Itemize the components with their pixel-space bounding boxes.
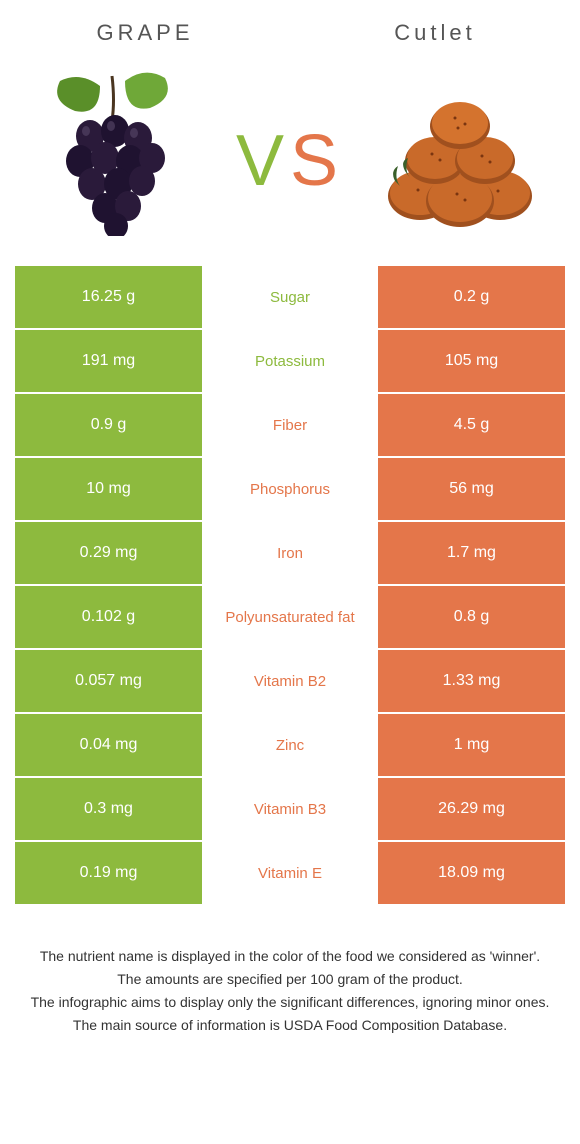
table-row: 0.057 mgVitamin B21.33 mg bbox=[15, 650, 565, 712]
nutrient-label-cell: Potassium bbox=[202, 330, 378, 392]
left-value-cell: 0.057 mg bbox=[15, 650, 202, 712]
right-value-cell: 4.5 g bbox=[378, 394, 565, 456]
header: GRAPE Cutlet bbox=[0, 0, 580, 56]
right-food-title: Cutlet bbox=[290, 20, 580, 46]
nutrient-label-cell: Vitamin B3 bbox=[202, 778, 378, 840]
left-value-cell: 0.04 mg bbox=[15, 714, 202, 776]
footer-line-3: The infographic aims to display only the… bbox=[30, 992, 550, 1013]
left-value-cell: 10 mg bbox=[15, 458, 202, 520]
nutrient-label-cell: Phosphorus bbox=[202, 458, 378, 520]
nutrient-label-cell: Polyunsaturated fat bbox=[202, 586, 378, 648]
footer-notes: The nutrient name is displayed in the co… bbox=[0, 906, 580, 1058]
table-row: 0.04 mgZinc1 mg bbox=[15, 714, 565, 776]
footer-line-4: The main source of information is USDA F… bbox=[30, 1015, 550, 1036]
cutlet-icon bbox=[370, 66, 550, 236]
vs-label: VS bbox=[236, 120, 344, 202]
right-value-cell: 26.29 mg bbox=[378, 778, 565, 840]
nutrient-label-cell: Sugar bbox=[202, 266, 378, 328]
table-row: 16.25 gSugar0.2 g bbox=[15, 266, 565, 328]
left-value-cell: 0.102 g bbox=[15, 586, 202, 648]
nutrient-label-cell: Fiber bbox=[202, 394, 378, 456]
table-row: 191 mgPotassium105 mg bbox=[15, 330, 565, 392]
table-row: 0.29 mgIron1.7 mg bbox=[15, 522, 565, 584]
footer-line-2: The amounts are specified per 100 gram o… bbox=[30, 969, 550, 990]
left-value-cell: 191 mg bbox=[15, 330, 202, 392]
grape-image bbox=[30, 66, 210, 236]
right-value-cell: 1 mg bbox=[378, 714, 565, 776]
table-row: 0.9 gFiber4.5 g bbox=[15, 394, 565, 456]
right-value-cell: 1.33 mg bbox=[378, 650, 565, 712]
left-value-cell: 0.3 mg bbox=[15, 778, 202, 840]
left-value-cell: 0.9 g bbox=[15, 394, 202, 456]
left-food-title: GRAPE bbox=[0, 20, 290, 46]
table-row: 0.19 mgVitamin E18.09 mg bbox=[15, 842, 565, 904]
left-value-cell: 0.19 mg bbox=[15, 842, 202, 904]
nutrient-label-cell: Iron bbox=[202, 522, 378, 584]
right-value-cell: 0.8 g bbox=[378, 586, 565, 648]
table-row: 0.3 mgVitamin B326.29 mg bbox=[15, 778, 565, 840]
nutrient-label-cell: Zinc bbox=[202, 714, 378, 776]
right-value-cell: 18.09 mg bbox=[378, 842, 565, 904]
nutrient-label-cell: Vitamin B2 bbox=[202, 650, 378, 712]
comparison-table: 16.25 gSugar0.2 g191 mgPotassium105 mg0.… bbox=[0, 266, 580, 904]
right-value-cell: 56 mg bbox=[378, 458, 565, 520]
right-value-cell: 1.7 mg bbox=[378, 522, 565, 584]
cutlet-image bbox=[370, 66, 550, 236]
table-row: 10 mgPhosphorus56 mg bbox=[15, 458, 565, 520]
left-value-cell: 0.29 mg bbox=[15, 522, 202, 584]
vs-s-letter: S bbox=[290, 121, 344, 201]
nutrient-label-cell: Vitamin E bbox=[202, 842, 378, 904]
table-row: 0.102 gPolyunsaturated fat0.8 g bbox=[15, 586, 565, 648]
footer-line-1: The nutrient name is displayed in the co… bbox=[30, 946, 550, 967]
right-value-cell: 0.2 g bbox=[378, 266, 565, 328]
grape-icon bbox=[30, 66, 210, 236]
right-value-cell: 105 mg bbox=[378, 330, 565, 392]
vs-v-letter: V bbox=[236, 121, 290, 201]
left-value-cell: 16.25 g bbox=[15, 266, 202, 328]
image-row: VS bbox=[0, 56, 580, 266]
